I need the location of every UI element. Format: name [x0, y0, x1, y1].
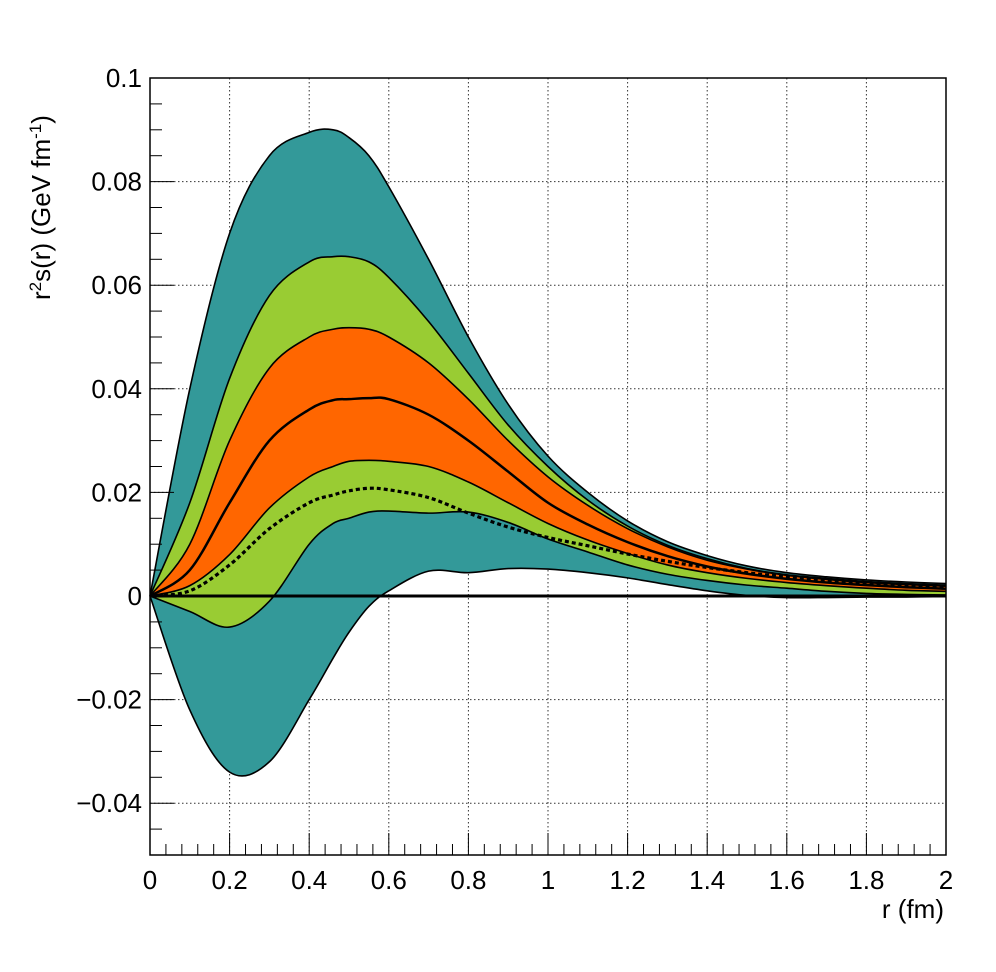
dashed-curve	[149, 486, 947, 598]
lines	[149, 396, 947, 598]
ticks	[149, 77, 947, 856]
x-tick-label: 0.2	[212, 865, 248, 895]
y-tick-label: 0.04	[91, 374, 142, 404]
y-tick-label: 0.08	[91, 167, 142, 197]
band-outer-lower-edge	[149, 567, 947, 777]
x-tick-label: 0.6	[371, 865, 407, 895]
y-axis-title-sup1: 2	[26, 282, 45, 291]
x-tick-label: 0	[143, 865, 157, 895]
central-curve	[149, 396, 947, 598]
y-axis-title-mid: s(r) (GeV fm	[26, 139, 56, 282]
x-tick-label: 1	[541, 865, 555, 895]
band-inner	[150, 327, 946, 596]
band-inner-lower-edge	[149, 459, 947, 597]
x-tick-label: 1.4	[689, 865, 725, 895]
y-tick-label: 0	[128, 581, 142, 611]
x-tick-label: 1.6	[769, 865, 805, 895]
y-tick-label: −0.02	[76, 685, 142, 715]
y-axis-title-sup2: -1	[26, 124, 45, 139]
x-axis-title: r (fm)	[882, 894, 944, 924]
y-tick-label: 0.1	[106, 63, 142, 93]
tick-labels: 0 0.2 0.4 0.6 0.8 1 1.2 1.4 1.6 1.8 2 −0.04 −0.02 0 0.…	[76, 63, 953, 895]
x-tick-label: 0.4	[291, 865, 327, 895]
x-tick-label: 1.8	[848, 865, 884, 895]
y-tick-label: 0.06	[91, 270, 142, 300]
y-tick-label: 0.02	[91, 477, 142, 507]
y-tick-label: −0.04	[76, 788, 142, 818]
y-axis-title-prefix: r	[26, 291, 56, 300]
band-middle-lower-edge	[149, 510, 947, 628]
x-tick-label: 0.8	[450, 865, 486, 895]
x-tick-label: 1.2	[610, 865, 646, 895]
y-axis-title-suffix: )	[26, 115, 56, 124]
x-tick-label: 2	[939, 865, 953, 895]
y-axis-title: r2s(r) (GeV fm-1)	[26, 115, 57, 300]
band-outer-upper-edge	[149, 128, 947, 597]
